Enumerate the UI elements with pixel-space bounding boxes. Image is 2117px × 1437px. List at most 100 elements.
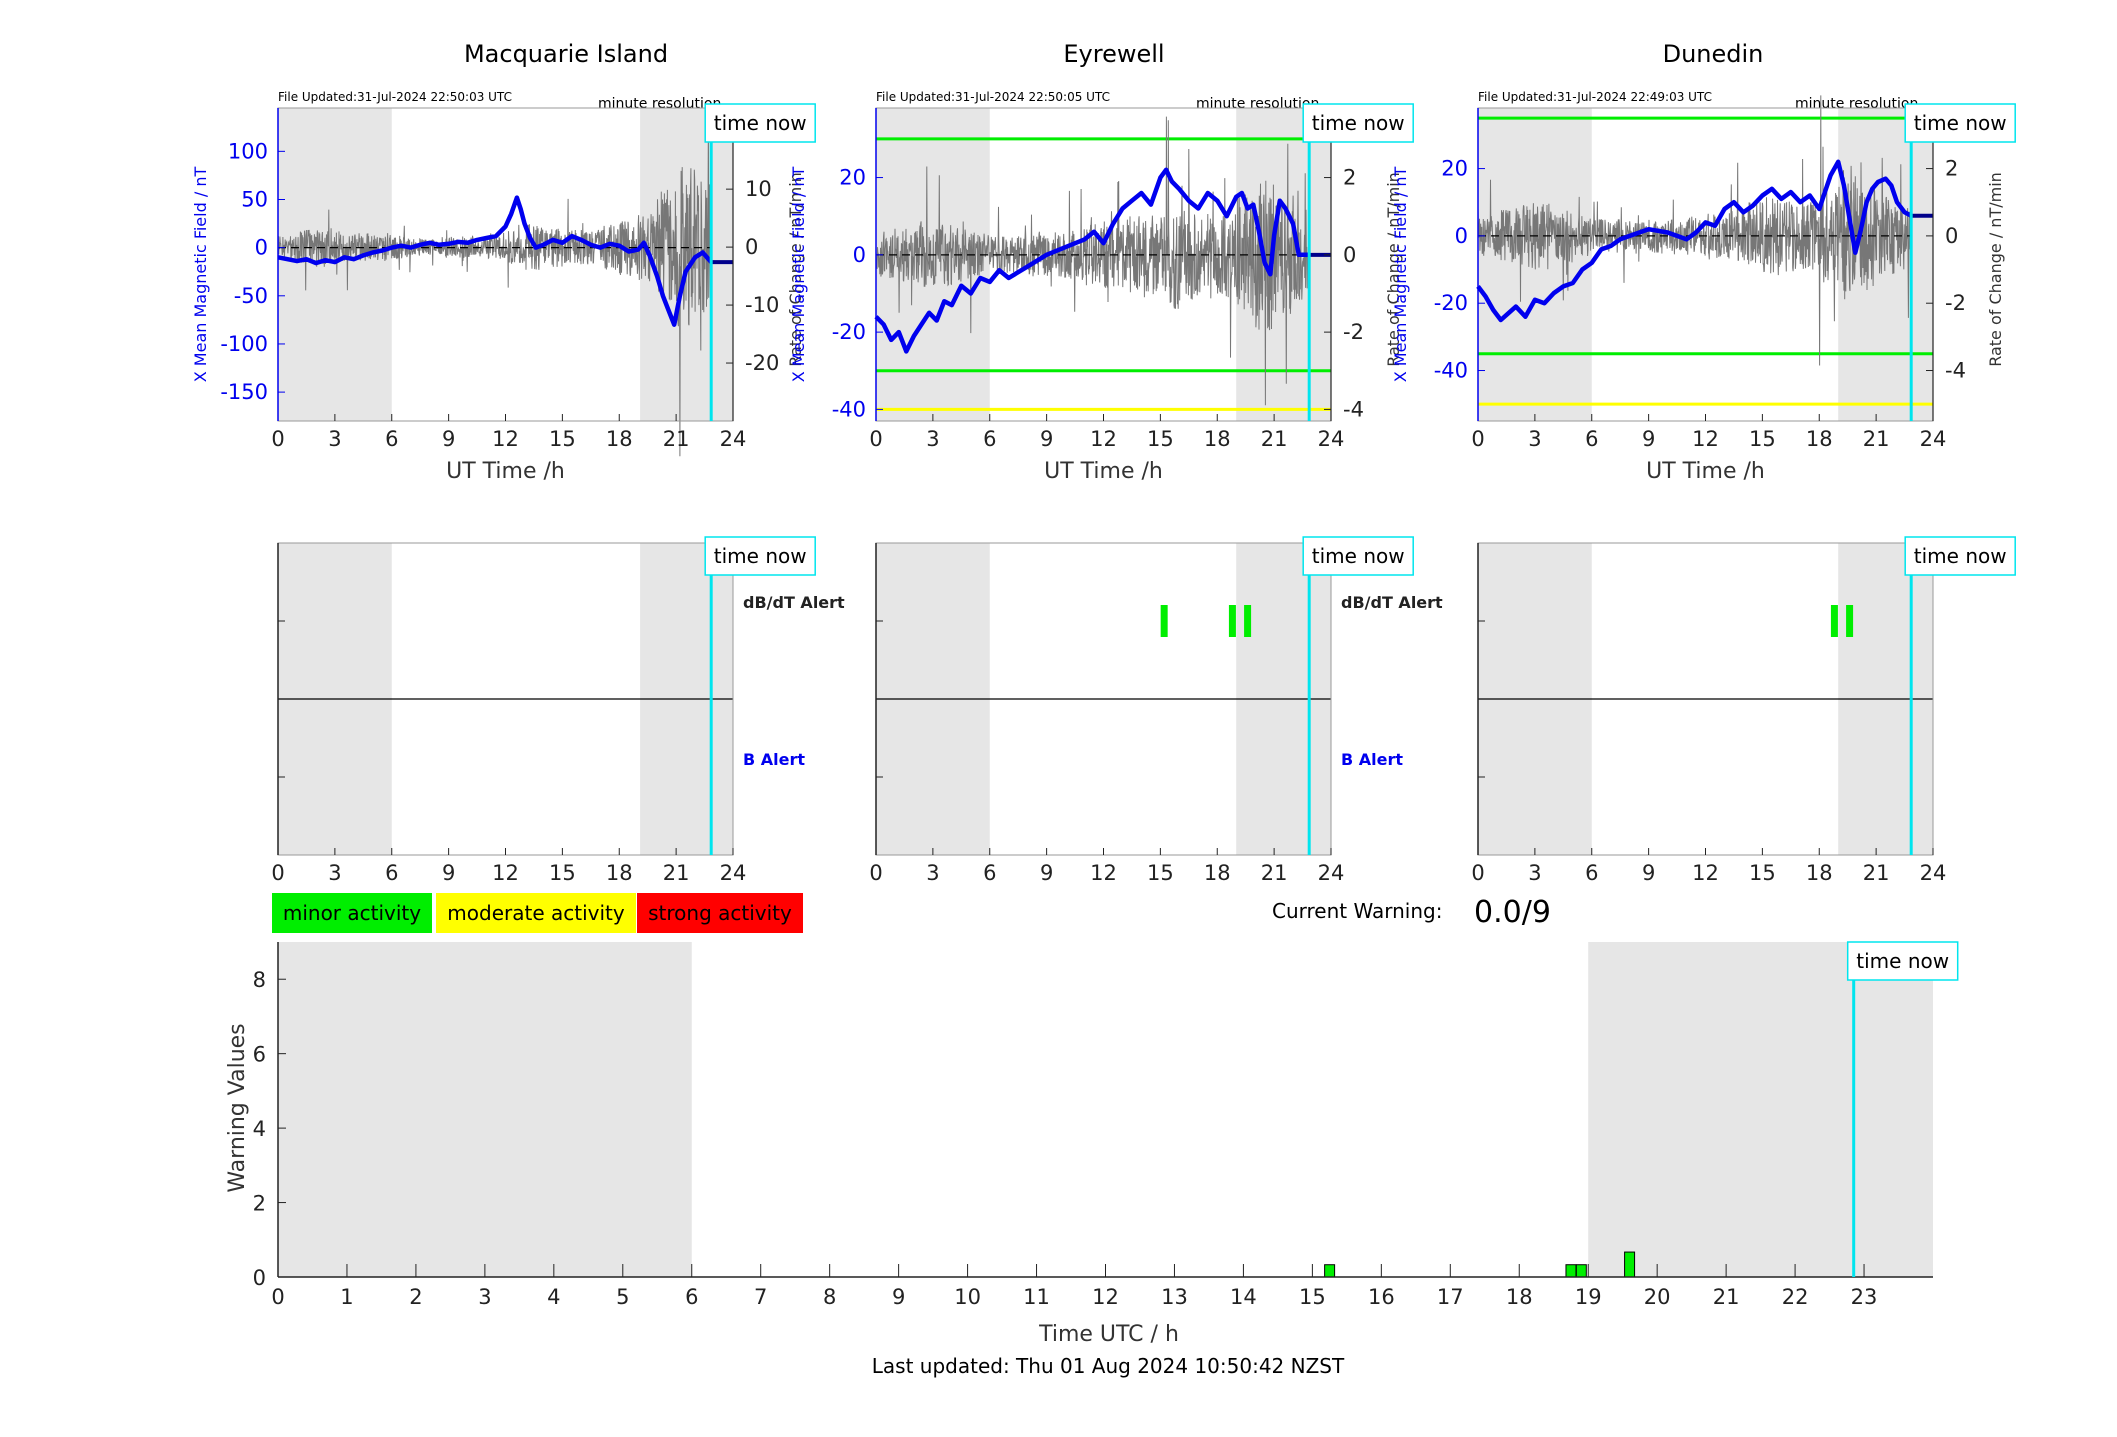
y2-tick-label: 0 [1343, 243, 1356, 267]
x-tick-label: 0 [869, 861, 882, 885]
x-tick-label: 1 [340, 1285, 353, 1309]
y2-tick-label: -4 [1945, 359, 1966, 383]
dbdt-alert-mark [1830, 605, 1838, 637]
file-updated: File Updated:31-Jul-2024 22:49:03 UTC [1478, 90, 1712, 104]
x-tick-label: 3 [328, 427, 341, 451]
x-tick-label: 0 [1471, 427, 1484, 451]
y-axis-label-field: X Mean Magnetic Field / nT [789, 167, 808, 383]
y-tick-label: 20 [1441, 157, 1468, 181]
x-tick-label: 0 [1471, 861, 1484, 885]
legend-moderate-swatch [436, 893, 636, 933]
y-axis-rate: 20100-10-20 [726, 108, 779, 421]
y-axis-rate: 2 0 -2 -4 [1926, 108, 1966, 421]
y2-tick-label: 2 [1945, 157, 1958, 181]
y-axis: 0 2 4 6 8 [253, 968, 286, 1290]
current-warning-label: Current Warning: [1272, 899, 1442, 923]
x-axis: 0 3 6 9 12 15 18 21 24 [271, 848, 746, 885]
y-axis-label-rate: Rate of Change / nT/min [1384, 172, 1403, 367]
x-axis-label: UT Time /h [1044, 459, 1163, 484]
x-tick-label: 6 [685, 1285, 698, 1309]
x-tick-label: 14 [1230, 1285, 1257, 1309]
x-tick-label: 10 [954, 1285, 981, 1309]
y-tick-label: -100 [220, 332, 268, 356]
x-tick-label: 3 [926, 861, 939, 885]
x-tick-label: 12 [492, 861, 519, 885]
y-tick-label: 4 [253, 1117, 266, 1141]
night-shading [278, 108, 733, 421]
x-tick-label: 6 [1585, 861, 1598, 885]
y-axis-label-field: X Mean Magnetic Field / nT [191, 167, 210, 383]
panel-eyrewell-field: Eyrewell File Updated:31-Jul-2024 22:50:… [789, 40, 1414, 484]
time-now-box: time now [1302, 536, 1414, 576]
x-tick-label: 3 [926, 427, 939, 451]
x-tick-label: 6 [1585, 427, 1598, 451]
legend-minor-label: minor activity [283, 901, 421, 925]
x-tick-label: 15 [549, 861, 576, 885]
y-tick-label: 20 [839, 166, 866, 190]
y2-tick-label: -2 [1343, 320, 1364, 344]
x-tick-label: 18 [1506, 1285, 1533, 1309]
x-tick-label: 24 [720, 427, 747, 451]
x-tick-label: 9 [1040, 427, 1053, 451]
x-tick-label: 5 [616, 1285, 629, 1309]
x-tick-label: 15 [1147, 861, 1174, 885]
x-tick-label: 0 [271, 1285, 284, 1309]
x-axis-label: UT Time /h [1646, 459, 1765, 484]
x-tick-label: 9 [892, 1285, 905, 1309]
x-tick-label: 21 [1261, 861, 1288, 885]
y2-tick-label: 0 [745, 235, 758, 259]
panel-eyrewell-alerts: 0 3 6 9 12 15 18 21 24 time now dB/dT Alert B Al… [869, 536, 1443, 885]
x-tick-label: 24 [1318, 427, 1345, 451]
x-tick-label: 17 [1437, 1285, 1464, 1309]
x-tick-label: 6 [983, 427, 996, 451]
legend-strong-swatch [637, 893, 803, 933]
panel-macquarie-alerts: 0 3 6 9 12 15 18 21 24 time now dB/dT Alert B Al… [271, 536, 845, 885]
x-tick-label: 18 [1204, 861, 1231, 885]
x-tick-label: 15 [1147, 427, 1174, 451]
x-tick-label: 15 [1299, 1285, 1326, 1309]
panel-dunedin-alerts: 0 3 6 9 12 15 18 21 24 time now [1471, 536, 2016, 885]
x-tick-label: 18 [1806, 861, 1833, 885]
y2-tick-label: 10 [745, 177, 772, 201]
current-warning-value: 0.0/9 [1474, 895, 1551, 930]
x-axis: 0 3 6 9 12 15 18 21 24 [1471, 848, 1946, 885]
x-tick-label: 12 [492, 427, 519, 451]
y-axis-field: 100 50 0 -50 -100 -150 [220, 108, 285, 421]
x-mean-field-series [874, 167, 1310, 354]
legend-moderate-label: moderate activity [447, 901, 625, 925]
time-now-label: time now [1914, 111, 2007, 135]
dbdt-alert-label: dB/dT Alert [743, 593, 845, 612]
x-tick-label: 12 [1090, 861, 1117, 885]
y-tick-label: 0 [255, 236, 268, 260]
y-tick-label: 100 [228, 139, 268, 163]
night-shade-rect [1588, 942, 1933, 1277]
x-axis: 0 3 6 9 12 15 18 21 24 [869, 414, 1344, 451]
x-tick-label: 18 [606, 861, 633, 885]
x-tick-label: 2 [409, 1285, 422, 1309]
y-ticks [1477, 543, 1485, 855]
alert-markers [1160, 605, 1252, 637]
warning-bar [1324, 1264, 1336, 1278]
y-tick-label: 50 [241, 187, 268, 211]
y-tick-label: 8 [253, 968, 266, 992]
y-axis-label-field: X Mean Magnetic Field / nT [1391, 167, 1410, 383]
y2-tick-label: -20 [745, 351, 779, 375]
time-now-box: time now [1904, 103, 2016, 143]
x-tick-label: 8 [823, 1285, 836, 1309]
x-axis-label: UT Time /h [446, 459, 565, 484]
warning-bar [1565, 1264, 1577, 1278]
threshold-lines [1478, 116, 1933, 406]
y-ticks [875, 543, 883, 855]
x-tick-label: 9 [1642, 427, 1655, 451]
time-now-label: time now [714, 544, 807, 568]
x-tick-label: 21 [1863, 427, 1890, 451]
dbdt-alert-mark [1846, 605, 1854, 637]
station-title: Macquarie Island [464, 40, 668, 68]
y2-tick-label: 2 [1343, 166, 1356, 190]
time-now-box: time now [1904, 536, 2016, 576]
x-axis: 0 3 6 9 12 15 18 21 24 [271, 414, 746, 451]
x-tick-label: 3 [478, 1285, 491, 1309]
x-tick-label: 21 [1261, 427, 1288, 451]
x-tick-label: 6 [385, 427, 398, 451]
